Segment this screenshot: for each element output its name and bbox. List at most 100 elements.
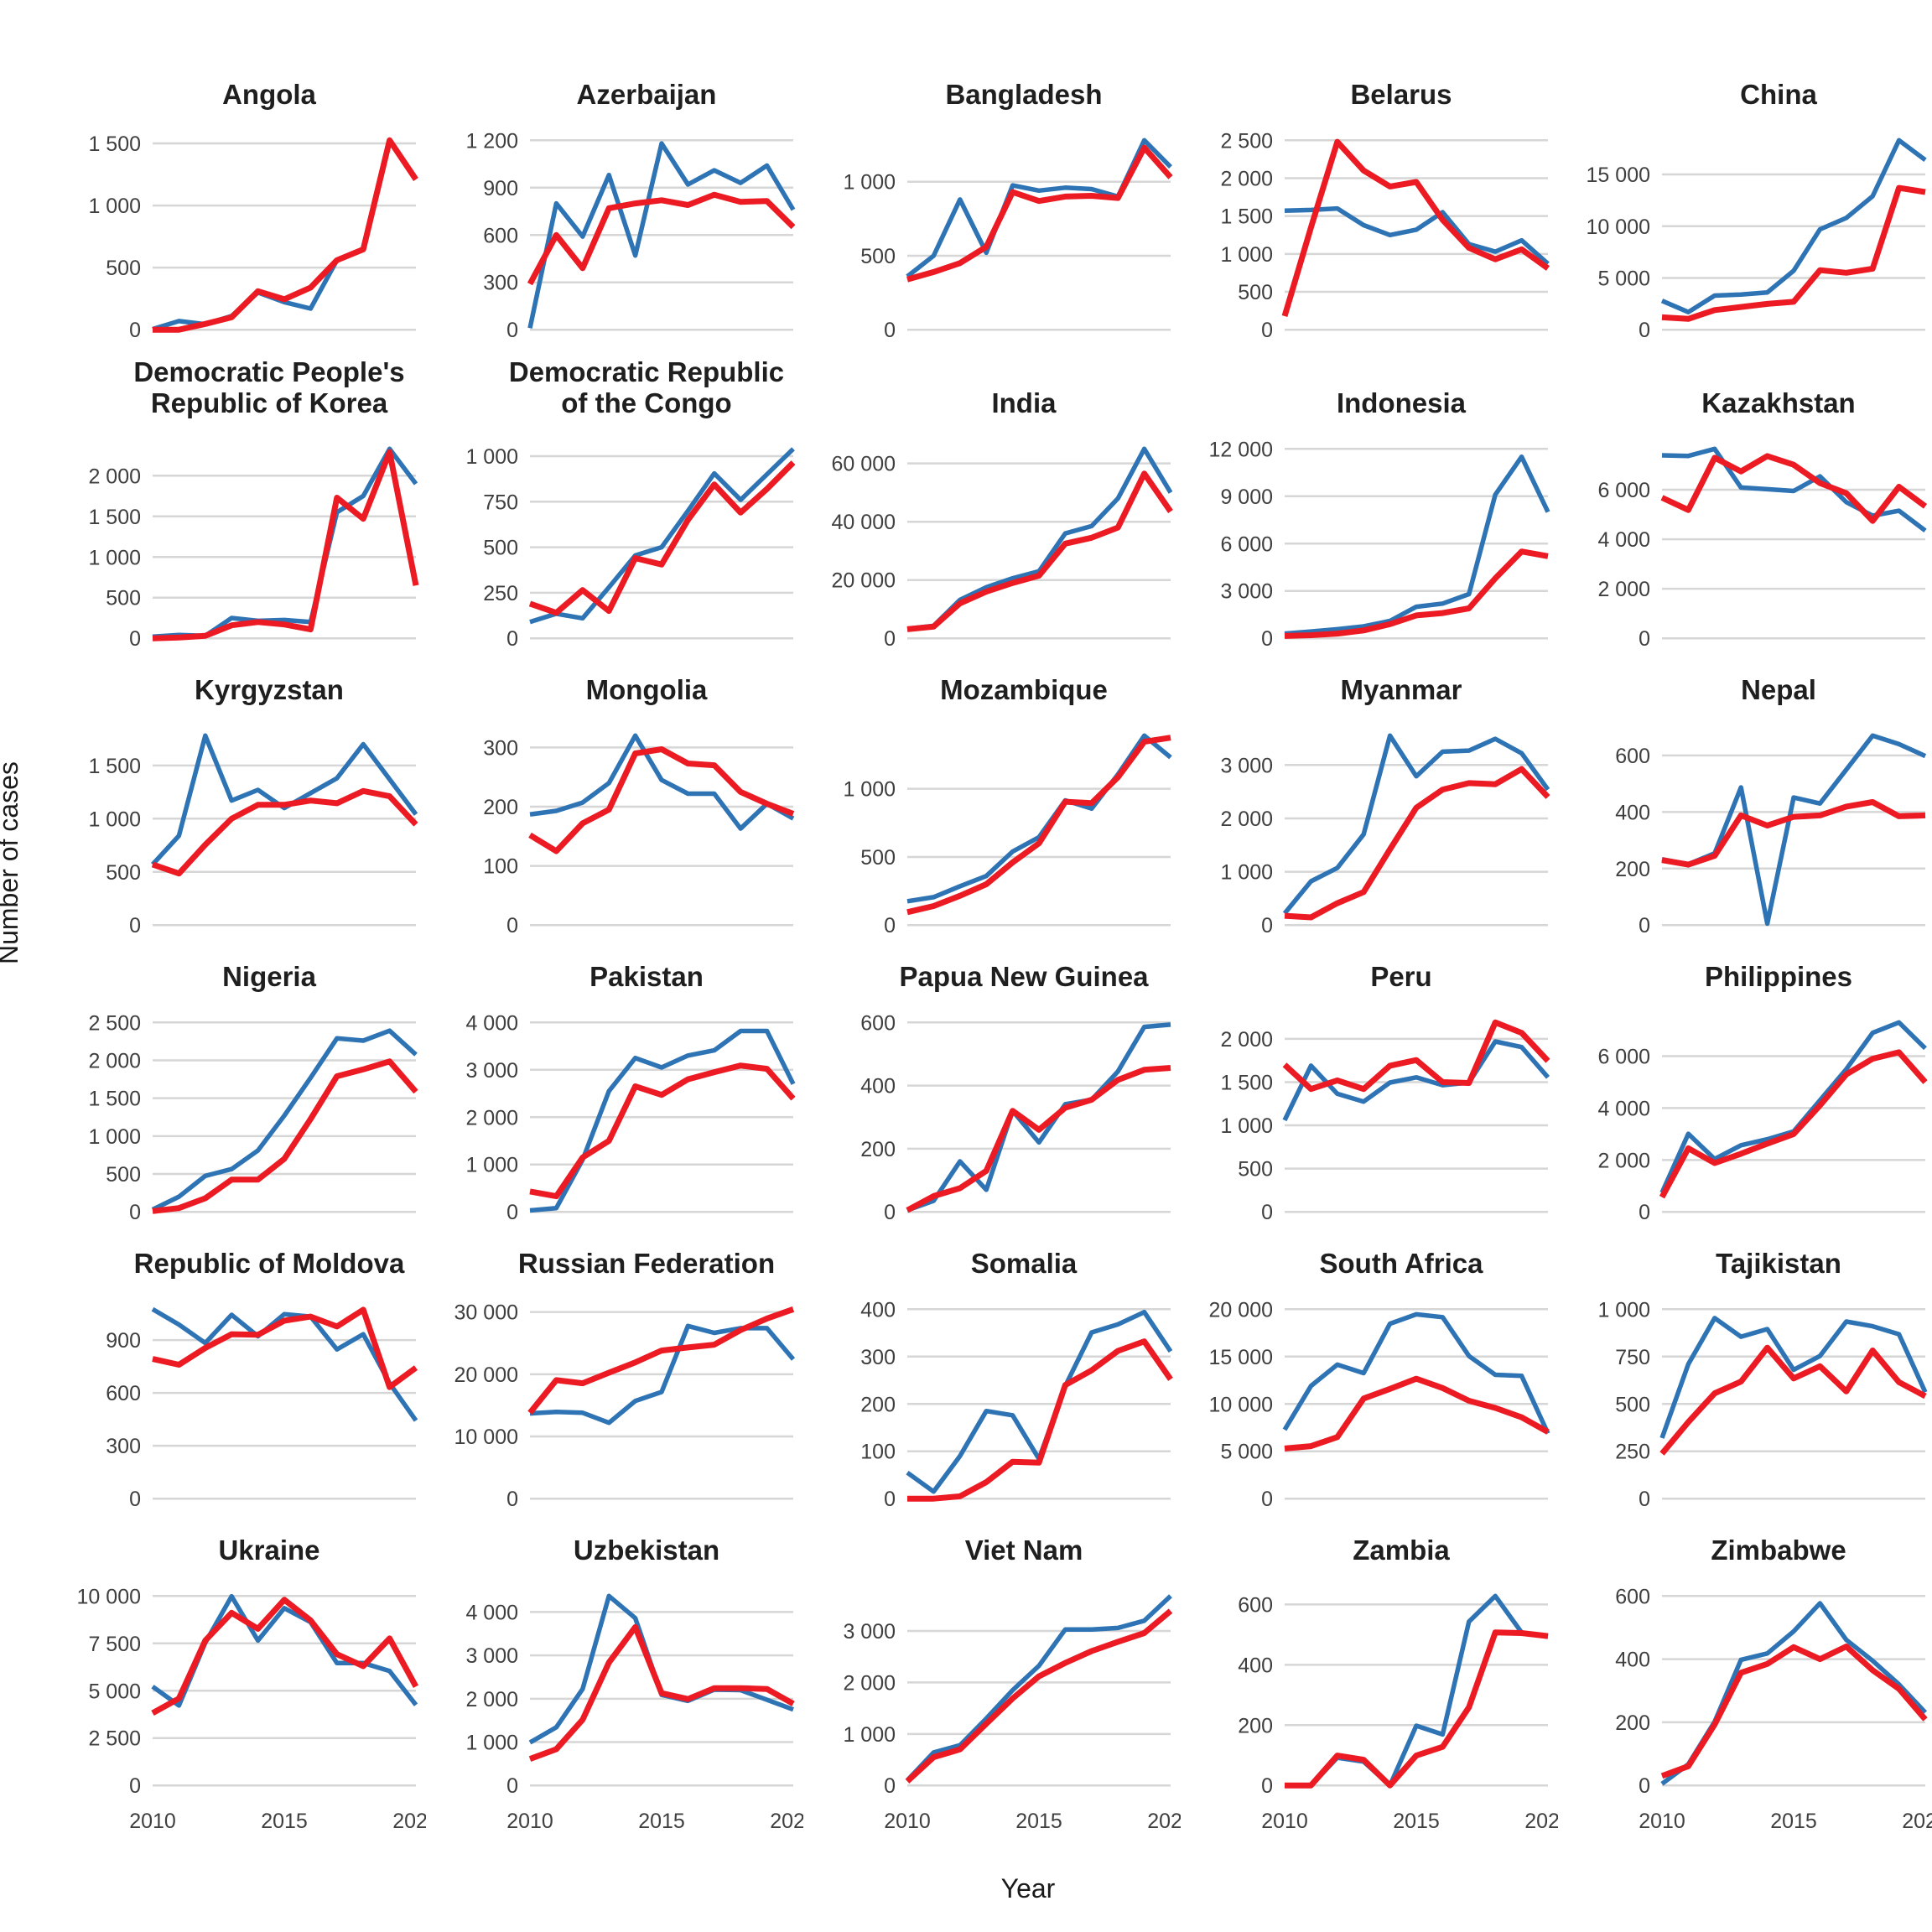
y-tick-label: 0 xyxy=(1639,1774,1650,1798)
y-tick-label: 2 000 xyxy=(1597,1149,1650,1172)
facet-title: Somalia xyxy=(970,1247,1078,1279)
facet-chart: 0 1 000 2 000 3 000 4 000 2010 2015 2020 xyxy=(465,1593,803,1833)
y-tick-label: 200 xyxy=(860,1393,896,1416)
y-tick-label: 1 000 xyxy=(843,778,896,802)
series-blue-line xyxy=(906,1022,1171,1213)
y-tick-label: 400 xyxy=(860,1298,896,1322)
facet-nigeria: Nigeria 0 500 1 000 1 500 2 000 2 500 xyxy=(54,953,426,1229)
series-red-line xyxy=(1285,1629,1549,1789)
y-tick-label: 1 000 xyxy=(843,1723,896,1747)
facet-title: Papua New Guinea xyxy=(899,960,1149,992)
y-tick-label: 500 xyxy=(106,861,141,885)
facet-chart: 0 2 500 5 000 7 500 10 000 2010 2015 2020 xyxy=(77,1585,426,1833)
facet-indonesia: Indonesia 0 3 000 6 000 9 000 12 000 xyxy=(1186,357,1558,656)
y-tick-label: 2 000 xyxy=(843,1671,896,1695)
y-tick-label: 0 xyxy=(884,319,896,342)
series-blue-line xyxy=(529,733,795,831)
facet-democratic-republic-of-the-congo: Democratic Republic of the Congo 0 250 500 7… xyxy=(431,356,803,656)
y-tick-label: 15 000 xyxy=(1209,1346,1273,1369)
series-red-line xyxy=(1660,453,1928,524)
facet-chart: 0 250 500 750 1 000 xyxy=(465,445,796,651)
y-tick-label: 0 xyxy=(506,1488,518,1511)
facet-india: India 0 20 000 40 000 60 000 xyxy=(808,357,1181,656)
y-tick-label: 0 xyxy=(1261,1488,1273,1511)
y-tick-label: 0 xyxy=(884,914,896,937)
y-tick-label: 0 xyxy=(884,1774,896,1798)
y-tick-label: 1 000 xyxy=(1597,1298,1650,1322)
y-tick-label: 0 xyxy=(129,1488,141,1511)
facet-chart: 0 300 600 900 1 200 xyxy=(465,129,796,342)
series-red-line xyxy=(1284,766,1550,921)
y-tick-label: 3 000 xyxy=(1220,580,1273,604)
y-tick-label: 600 xyxy=(1238,1593,1273,1617)
facet-title: Democratic Republic of the Congo xyxy=(508,356,785,418)
facet-papua-new-guinea: Papua New Guinea 0 200 400 600 xyxy=(808,953,1181,1229)
facet-democratic-people-s-republic-of-korea: Democratic People's Republic of Korea 0 50… xyxy=(54,356,426,656)
series-blue-line xyxy=(1282,1311,1550,1435)
y-tick-label: 400 xyxy=(1615,801,1650,824)
facet-title: Uzbekistan xyxy=(573,1534,720,1566)
series-red-line xyxy=(1661,798,1926,868)
y-tick-label: 2 000 xyxy=(88,1049,141,1072)
facet-chart: 0 200 400 600 xyxy=(1615,733,1927,937)
y-tick-label: 200 xyxy=(1238,1714,1273,1737)
facet-row: Angola 0 500 1 000 1 500 Azerbaijan 0 300 600 900… xyxy=(54,70,1927,347)
y-tick-label: 600 xyxy=(1615,1585,1650,1608)
y-tick-label: 0 xyxy=(506,319,518,342)
x-tick-label: 2010 xyxy=(506,1810,553,1833)
y-tick-label: 0 xyxy=(129,1201,141,1224)
series-blue-line xyxy=(527,141,796,329)
facet-title: Zimbabwe xyxy=(1711,1534,1846,1566)
y-tick-label: 5 000 xyxy=(1220,1441,1273,1464)
facet-title: Kyrgyzstan xyxy=(195,673,344,705)
y-tick-label: 2 000 xyxy=(1220,1028,1273,1052)
y-tick-label: 2 000 xyxy=(465,1106,518,1130)
y-tick-label: 900 xyxy=(483,177,518,200)
facet-row: Nigeria 0 500 1 000 1 500 2 000 2 500 Pakistan 0… xyxy=(54,953,1928,1229)
facet-title: Ukraine xyxy=(218,1534,320,1566)
series-red-line xyxy=(905,1608,1173,1784)
facet-title: Peru xyxy=(1370,960,1432,992)
facet-chart: 0 1 000 2 000 3 000 4 000 xyxy=(465,1011,796,1224)
series-blue-line xyxy=(528,1593,794,1745)
facet-grid: Angola 0 500 1 000 1 500 Azerbaijan 0 300 600 900… xyxy=(54,70,1932,1841)
y-tick-label: 1 000 xyxy=(88,546,141,569)
y-tick-label: 900 xyxy=(106,1329,141,1353)
series-red-line xyxy=(528,1623,795,1762)
y-tick-label: 0 xyxy=(129,914,141,937)
facet-zambia: Zambia 0 200 400 600 2010 2015 2020 xyxy=(1186,1526,1558,1841)
y-tick-label: 1 500 xyxy=(1220,1071,1273,1094)
y-tick-label: 5 000 xyxy=(88,1680,141,1703)
facet-republic-of-moldova: Republic of Moldova 0 300 600 900 xyxy=(54,1239,426,1516)
facet-angola: Angola 0 500 1 000 1 500 xyxy=(54,70,426,347)
facet-chart: 0 10 000 20 000 30 000 xyxy=(454,1301,796,1511)
series-red-line xyxy=(1282,1019,1550,1093)
y-tick-label: 10 000 xyxy=(1587,216,1650,239)
y-tick-label: 3 000 xyxy=(465,1059,518,1083)
y-tick-label: 9 000 xyxy=(1220,486,1273,509)
y-tick-label: 1 000 xyxy=(843,171,896,195)
facet-title: Zambia xyxy=(1353,1534,1450,1566)
facet-belarus: Belarus 0 500 1 000 1 500 2 000 2 500 xyxy=(1186,70,1558,347)
y-tick-label: 1 500 xyxy=(88,1088,141,1111)
y-tick-label: 0 xyxy=(1261,627,1273,651)
series-red-line xyxy=(1660,1643,1928,1779)
facet-chart: 0 20 000 40 000 60 000 xyxy=(832,446,1173,651)
y-tick-label: 1 000 xyxy=(465,445,518,469)
y-tick-label: 12 000 xyxy=(1209,438,1273,461)
x-tick-label: 2020 xyxy=(1147,1810,1181,1833)
series-blue-line xyxy=(1284,205,1550,266)
y-tick-label: 1 500 xyxy=(1220,205,1273,229)
facet-chart: 0 1 000 2 000 3 000 2010 2015 2020 xyxy=(843,1594,1181,1833)
y-tick-label: 1 000 xyxy=(465,1154,518,1177)
facet-uzbekistan: Uzbekistan 0 1 000 2 000 3 000 4 000 2010 2015 2… xyxy=(431,1526,803,1841)
y-tick-label: 0 xyxy=(1639,319,1650,342)
facet-title: Mozambique xyxy=(940,673,1108,705)
series-blue-line xyxy=(150,733,418,866)
facet-title: Kazakhstan xyxy=(1701,387,1856,418)
x-tick-label: 2015 xyxy=(1015,1810,1062,1833)
y-tick-label: 0 xyxy=(506,627,518,651)
x-tick-label: 2020 xyxy=(1902,1810,1932,1833)
y-tick-label: 500 xyxy=(1615,1393,1650,1416)
series-blue-line xyxy=(152,258,340,332)
